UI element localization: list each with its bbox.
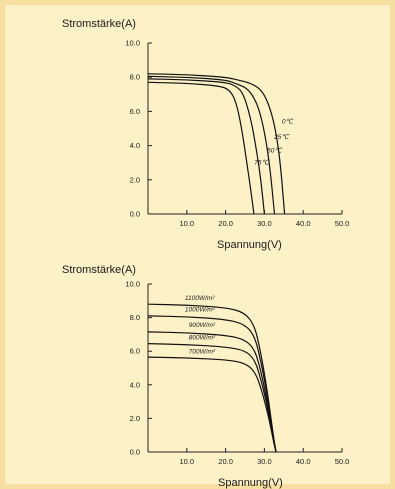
x-tick-label: 30.0 — [257, 457, 272, 466]
series-label-2: 50℃ — [267, 147, 282, 154]
chart-1-x-axis-label: Spannung(V) — [217, 239, 282, 251]
y-tick-label: 2.0 — [130, 414, 140, 423]
y-tick-label: 0.0 — [130, 210, 140, 219]
series-curve-3 — [147, 343, 277, 453]
series-label-3: 75℃ — [254, 159, 269, 166]
x-tick-label: 40.0 — [296, 457, 311, 466]
series-curve-0 — [147, 73, 286, 215]
y-tick-label: 4.0 — [130, 380, 140, 389]
chart-1-y-axis-label: Stromstärke(A) — [62, 18, 136, 30]
y-tick-label: 4.0 — [130, 141, 140, 150]
y-tick-label: 8.0 — [130, 313, 140, 322]
x-tick-label: 50.0 — [335, 219, 350, 228]
x-tick-label: 20.0 — [218, 457, 233, 466]
chart-1-plot: 0.0 2.0 4.0 6.0 8.0 10.0 10.0 20.0 30.0 40.0 50.0 0… — [125, 39, 349, 229]
x-tick-label: 40.0 — [296, 219, 311, 228]
series-label-1: 1000W/m² — [185, 307, 216, 314]
series-label-0: 1100W/m² — [185, 295, 215, 302]
x-tick-label: 30.0 — [257, 219, 272, 228]
y-tick-label: 2.0 — [130, 175, 140, 184]
y-tick-label: 0.0 — [130, 448, 140, 457]
series-label-2: 900W/m² — [189, 322, 216, 329]
x-tick-label: 20.0 — [218, 219, 233, 228]
series-curve-2 — [147, 78, 265, 215]
x-tick-label: 10.0 — [179, 219, 194, 228]
y-tick-label: 10.0 — [125, 39, 140, 48]
series-label-4: 700W/m² — [189, 349, 216, 356]
y-tick-label: 10.0 — [125, 280, 140, 289]
x-tick-label: 10.0 — [179, 457, 194, 466]
series-label-1: 25℃ — [273, 134, 289, 141]
y-tick-label: 6.0 — [130, 107, 140, 116]
series-label-3: 800W/m² — [189, 334, 216, 341]
y-tick-label: 6.0 — [130, 347, 140, 356]
chart-temperature: Stromstärke(A) Spannung(V) 0.0 2.0 4.0 6.0 8… — [62, 18, 349, 251]
chart-2-plot: 0.0 2.0 4.0 6.0 8.0 10.0 10.0 20.0 30.0 40.0 50.0 1… — [125, 280, 349, 467]
series-label-0: 0℃ — [282, 118, 294, 125]
y-tick-label: 8.0 — [130, 73, 140, 82]
chart-2-x-axis-label: Spannung(V) — [218, 477, 283, 489]
x-tick-label: 50.0 — [335, 457, 350, 466]
series-curve-1 — [147, 75, 276, 215]
chart-irradiance: Stromstärke(A) Spannung(V) 0.0 2.0 4.0 6.0 8… — [62, 264, 349, 489]
chart-2-y-axis-label: Stromstärke(A) — [62, 264, 136, 276]
series-curve-4 — [147, 356, 277, 453]
series-curve-3 — [147, 81, 255, 215]
